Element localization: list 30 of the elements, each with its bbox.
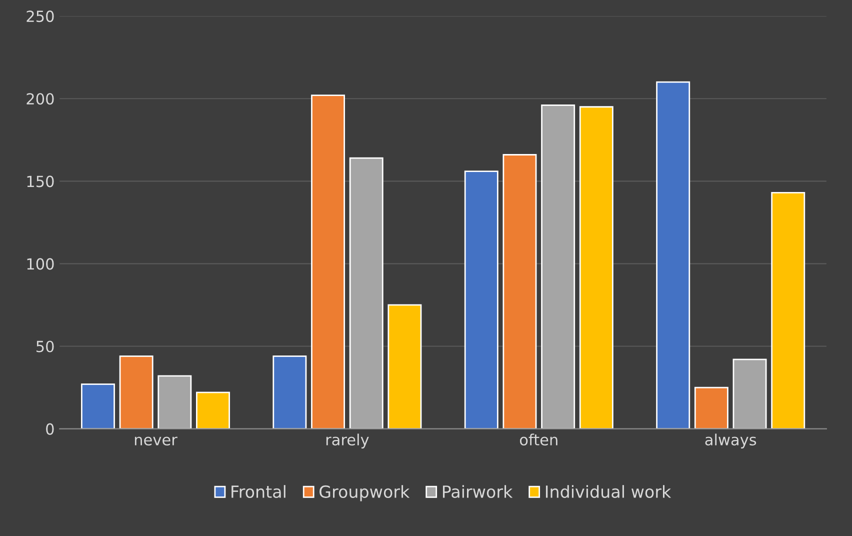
x-tick-label: always — [705, 434, 756, 448]
bar — [541, 104, 576, 429]
bar — [656, 81, 690, 429]
bar — [158, 375, 192, 429]
bar — [80, 384, 115, 429]
x-tick-label: rarely — [326, 434, 369, 448]
y-tick-label: 200 — [26, 93, 54, 105]
y-tick-label: 150 — [27, 176, 54, 188]
x-tick-label: often — [520, 434, 558, 446]
bar — [196, 392, 230, 429]
y-tick-label: 100 — [27, 258, 54, 270]
bar — [272, 355, 307, 429]
bar — [311, 94, 346, 429]
bar — [771, 192, 806, 429]
y-tick-label: 0 — [46, 423, 54, 435]
legend-label: Frontal — [232, 485, 286, 498]
bar — [502, 154, 537, 429]
x-tick-label: never — [134, 436, 178, 446]
legend-label: Individual work — [546, 485, 672, 498]
y-tick-label: 250 — [26, 10, 54, 22]
bar — [388, 304, 422, 429]
bar — [694, 386, 728, 429]
bar — [119, 355, 154, 429]
bar — [349, 157, 384, 429]
bar — [464, 170, 498, 429]
y-tick-label: 50 — [36, 340, 54, 352]
legend-label: Groupwork — [320, 485, 410, 502]
legend-label: Pairwork — [442, 485, 513, 498]
bar — [579, 106, 614, 429]
bar — [732, 358, 767, 429]
